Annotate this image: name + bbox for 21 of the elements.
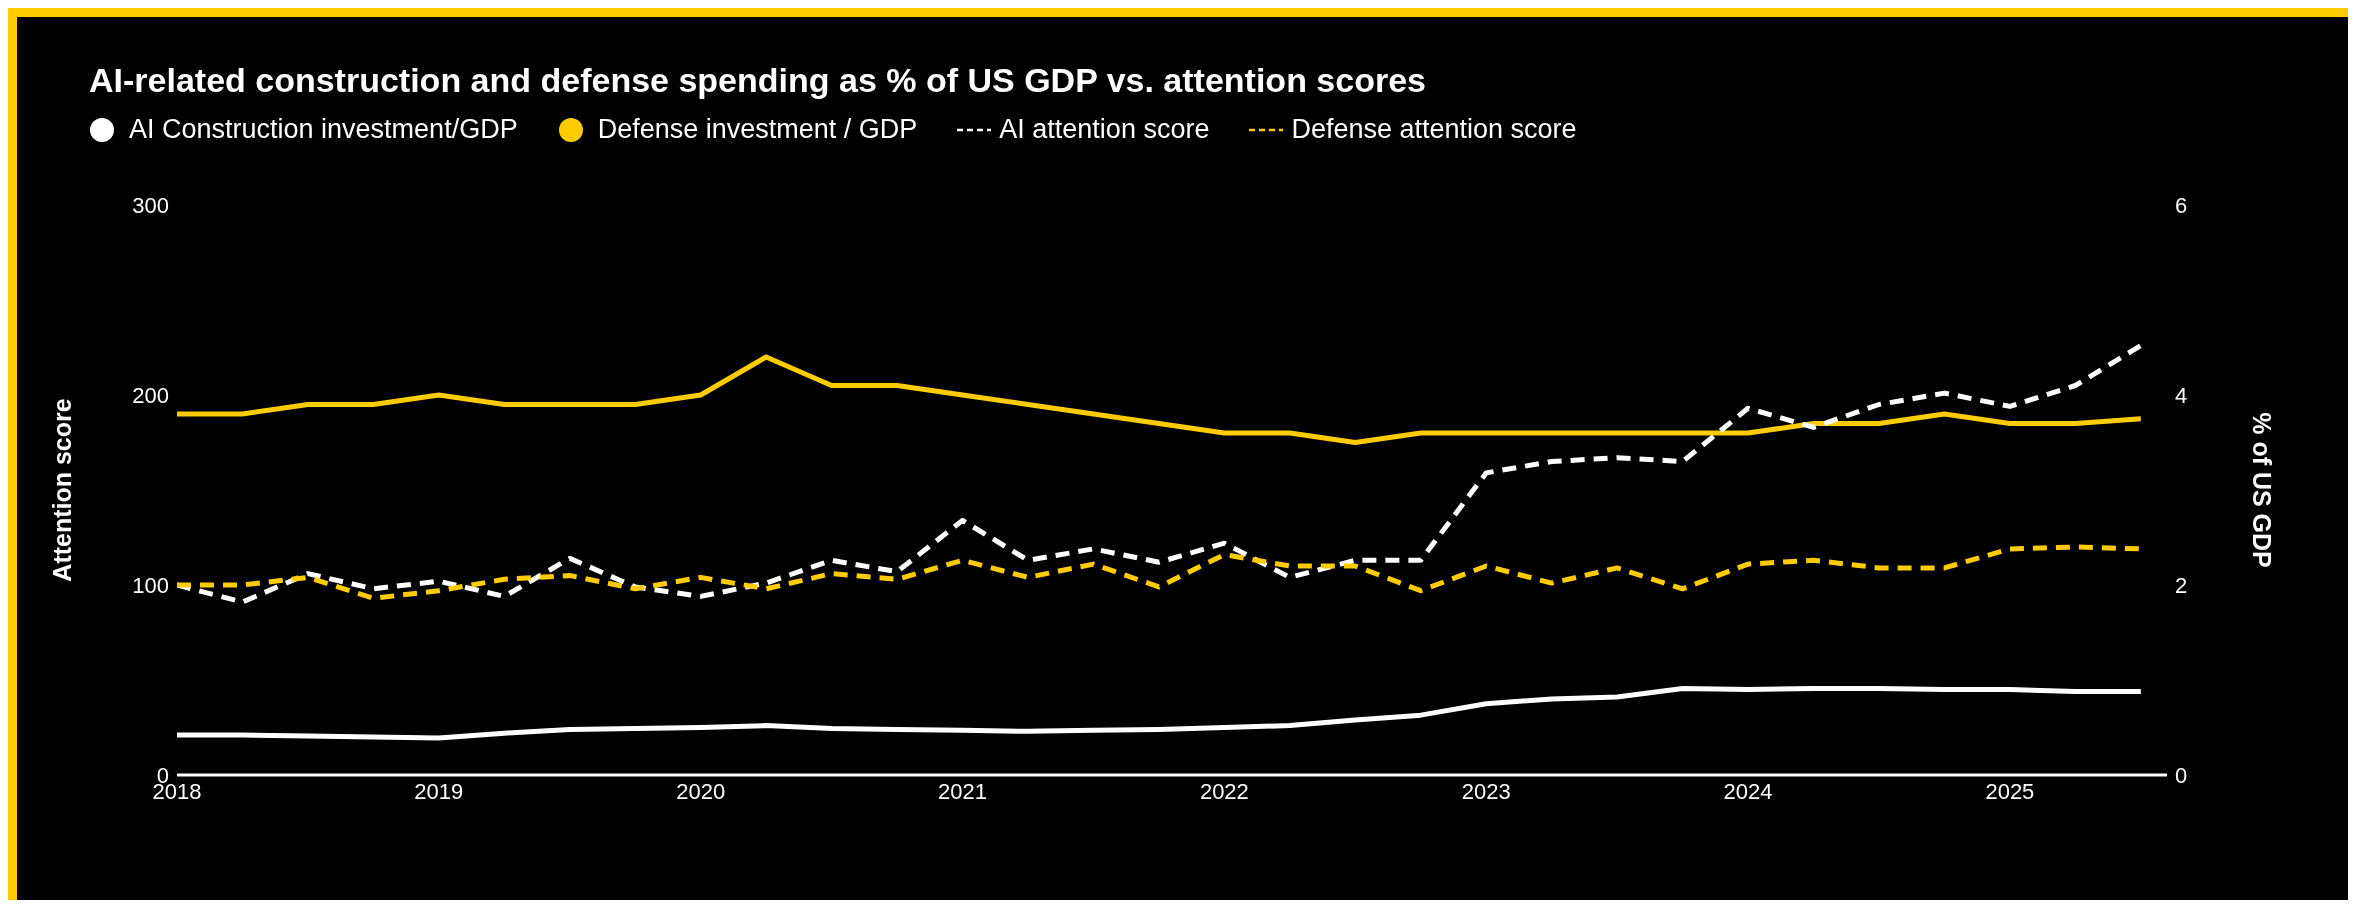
x-tick-label: 2021 xyxy=(938,778,987,804)
x-tick-label: 2022 xyxy=(1199,778,1249,804)
legend-label: AI Construction investment/GDP xyxy=(129,114,518,145)
chart-title: AI-related construction and defense spending as % of US GDP vs. attention scores xyxy=(88,60,1427,100)
legend-label: Defense investment / GDP xyxy=(597,114,918,145)
y-axis-title: Attention score xyxy=(47,398,76,582)
x-tick-label: 2024 xyxy=(1723,778,1773,804)
y2-tick-label: 2 xyxy=(2175,572,2188,598)
y-tick-label: 300 xyxy=(132,192,169,218)
y-tick-label: 100 xyxy=(132,572,169,598)
y2-tick-label: 0 xyxy=(2175,762,2188,788)
y-tick-label: 200 xyxy=(132,382,169,408)
x-tick-label: 2023 xyxy=(1461,778,1511,804)
x-tick-label: 2019 xyxy=(414,778,464,804)
y2-tick-label: 6 xyxy=(2175,192,2188,218)
x-tick-label: 2020 xyxy=(676,778,726,804)
x-tick-label: 2025 xyxy=(1985,778,2035,804)
y2-tick-label: 4 xyxy=(2175,382,2188,408)
legend-label: AI attention score xyxy=(999,114,1210,145)
y2-axis-title: % of US GDP xyxy=(2248,412,2277,568)
legend-label: Defense attention score xyxy=(1291,114,1577,145)
